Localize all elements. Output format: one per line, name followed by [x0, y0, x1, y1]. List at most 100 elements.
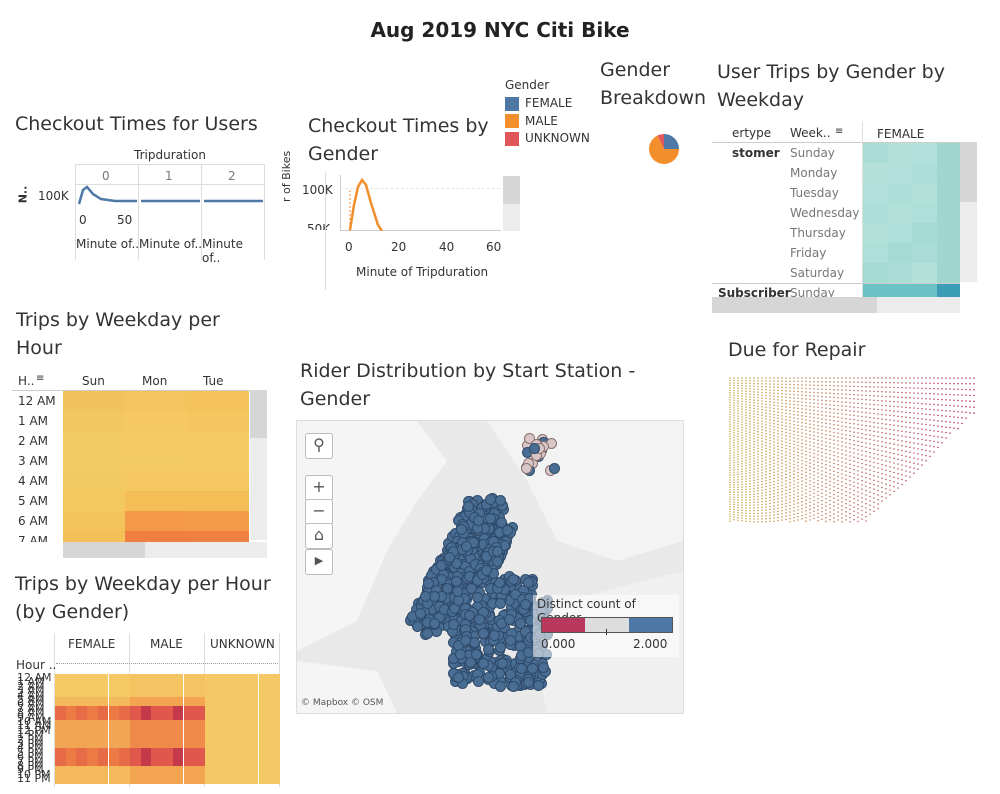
- heat-cell[interactable]: [247, 770, 259, 776]
- heat-cell[interactable]: [162, 756, 173, 762]
- heat-cell[interactable]: [172, 770, 184, 776]
- heat-cell[interactable]: [140, 701, 152, 707]
- heat-cell[interactable]: [65, 752, 77, 757]
- heat-cell[interactable]: [140, 720, 152, 725]
- heat-cell[interactable]: [269, 678, 280, 684]
- heat-cell[interactable]: [237, 747, 248, 753]
- heat-cell[interactable]: [65, 683, 77, 688]
- heat-cell[interactable]: [65, 738, 77, 743]
- heat-cell[interactable]: [119, 701, 130, 707]
- heat-cell[interactable]: [183, 701, 195, 707]
- checkout-gender-chart[interactable]: r of Bikes 100K 50K 0 20 40 60 Minute of…: [280, 151, 520, 290]
- heat-cell[interactable]: [97, 756, 109, 762]
- heat-cell[interactable]: [140, 715, 152, 720]
- heat-cell[interactable]: [87, 678, 98, 684]
- heat-cell[interactable]: [194, 770, 205, 776]
- map-zoom-out-button[interactable]: −: [305, 499, 333, 525]
- heat-cell[interactable]: [187, 391, 249, 411]
- heat-cell[interactable]: [151, 743, 163, 748]
- heat-cell[interactable]: [55, 683, 66, 688]
- heat-cell[interactable]: [863, 223, 888, 243]
- heat-cell[interactable]: [258, 752, 270, 757]
- heat-cell[interactable]: [247, 779, 259, 785]
- heat-cell[interactable]: [130, 678, 141, 684]
- heat-cell[interactable]: [63, 451, 125, 471]
- heat-cell[interactable]: [863, 143, 888, 163]
- heat-cell[interactable]: [258, 687, 270, 693]
- heat-cell[interactable]: [76, 692, 88, 697]
- heat-cell[interactable]: [226, 706, 238, 711]
- heat-cell[interactable]: [108, 747, 120, 753]
- heat-cell[interactable]: [887, 163, 912, 183]
- station-marker[interactable]: [447, 618, 459, 630]
- heat-cell[interactable]: [63, 491, 125, 511]
- heat-cell[interactable]: [215, 715, 227, 720]
- station-marker[interactable]: [523, 577, 535, 589]
- heat-cell[interactable]: [226, 779, 238, 785]
- station-marker[interactable]: [528, 443, 540, 455]
- heat-cell[interactable]: [237, 697, 248, 702]
- heat-cell[interactable]: [194, 724, 205, 730]
- heat-cell[interactable]: [140, 729, 152, 734]
- heat-cell[interactable]: [65, 729, 77, 734]
- heat-cell[interactable]: [108, 710, 120, 716]
- heat-cell[interactable]: [247, 674, 259, 679]
- heat-cell[interactable]: [215, 697, 227, 702]
- heat-cell[interactable]: [125, 471, 187, 491]
- heat-cell[interactable]: [194, 729, 205, 734]
- heat-cell[interactable]: [247, 678, 259, 684]
- heat-cell[interactable]: [269, 752, 280, 757]
- heat-cell[interactable]: [205, 678, 216, 684]
- heat-cell[interactable]: [215, 729, 227, 734]
- heat-cell[interactable]: [55, 697, 66, 702]
- heat-cell[interactable]: [226, 697, 238, 702]
- heat-cell[interactable]: [97, 692, 109, 697]
- heat-cell[interactable]: [172, 715, 184, 720]
- heat-cell[interactable]: [130, 775, 141, 780]
- station-marker[interactable]: [428, 617, 440, 629]
- heat-cell[interactable]: [912, 183, 937, 203]
- heat-cell[interactable]: [55, 779, 66, 785]
- heat-cell[interactable]: [912, 143, 937, 163]
- heat-cell[interactable]: [863, 243, 888, 263]
- heat-cell[interactable]: [269, 766, 280, 771]
- heat-cell[interactable]: [183, 756, 195, 762]
- heat-cell[interactable]: [119, 761, 130, 766]
- heat-cell[interactable]: [269, 701, 280, 707]
- heat-cell[interactable]: [215, 692, 227, 697]
- map-search-button[interactable]: ⚲: [305, 433, 333, 459]
- heat-cell[interactable]: [237, 766, 248, 771]
- heat-cell[interactable]: [119, 710, 130, 716]
- heat-cell[interactable]: [183, 692, 195, 697]
- heat-cell[interactable]: [162, 720, 173, 725]
- sort-icon[interactable]: ≡: [835, 126, 844, 137]
- heat-cell[interactable]: [887, 143, 912, 163]
- heat-cell[interactable]: [76, 756, 88, 762]
- heat-cell[interactable]: [97, 715, 109, 720]
- heat-cell[interactable]: [55, 715, 66, 720]
- heat-cell[interactable]: [87, 752, 98, 757]
- heat-cell[interactable]: [172, 674, 184, 679]
- heat-cell[interactable]: [258, 715, 270, 720]
- heat-cell[interactable]: [130, 710, 141, 716]
- heat-cell[interactable]: [269, 710, 280, 716]
- heat-cell[interactable]: [55, 752, 66, 757]
- heat-cell[interactable]: [215, 752, 227, 757]
- heat-cell[interactable]: [76, 733, 88, 739]
- heat-cell[interactable]: [215, 706, 227, 711]
- heat-cell[interactable]: [108, 752, 120, 757]
- station-marker[interactable]: [494, 494, 506, 506]
- heat-cell[interactable]: [172, 706, 184, 711]
- heat-cell[interactable]: [87, 743, 98, 748]
- heat-cell[interactable]: [140, 738, 152, 743]
- heat-cell[interactable]: [162, 683, 173, 688]
- heat-cell[interactable]: [936, 223, 960, 243]
- heat-cell[interactable]: [108, 756, 120, 762]
- heat-cell[interactable]: [119, 724, 130, 730]
- heat-cell[interactable]: [119, 779, 130, 785]
- heat-cell[interactable]: [258, 747, 270, 753]
- heat-cell[interactable]: [87, 756, 98, 762]
- heat-cell[interactable]: [247, 697, 259, 702]
- heat-cell[interactable]: [119, 720, 130, 725]
- heat-cell[interactable]: [65, 756, 77, 762]
